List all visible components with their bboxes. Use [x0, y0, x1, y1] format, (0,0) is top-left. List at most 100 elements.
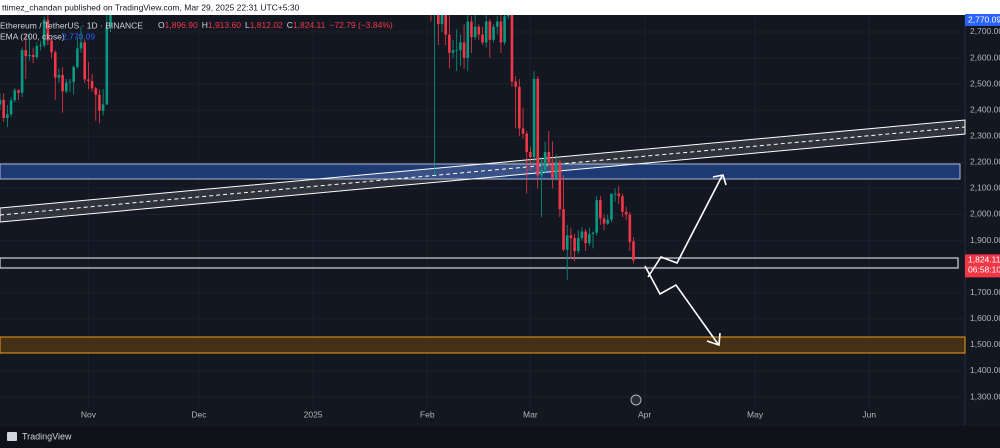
y-tick-label: 2,600.00 — [970, 52, 1000, 62]
change: −72.79 (−3.84%) — [329, 20, 392, 30]
y-tick-label: 1,300.00 — [970, 391, 1000, 401]
candle-body — [35, 46, 39, 57]
candle-body — [595, 200, 598, 233]
y-tick-label: 1,400.00 — [970, 365, 1000, 375]
candle-body — [569, 235, 573, 238]
candle-body — [554, 162, 558, 178]
x-tick-label: Feb — [420, 409, 435, 419]
candle-body — [624, 211, 628, 215]
candle-body — [17, 90, 20, 93]
x-tick-label: Jun — [862, 409, 876, 419]
x-tick-label: May — [747, 409, 764, 419]
candle-body — [536, 78, 540, 176]
candle-body — [481, 34, 484, 43]
candle-body — [2, 99, 5, 119]
candle-body — [573, 237, 576, 252]
candle-body — [565, 235, 569, 250]
candle-body — [6, 114, 9, 119]
brand-name: TradingView — [22, 431, 72, 441]
ohlc-key: L — [245, 20, 250, 30]
candle-body — [31, 54, 35, 57]
candle-body — [510, 15, 514, 82]
ema-price-label: 2,770.09 — [968, 14, 1000, 24]
candle-body — [64, 82, 68, 92]
y-tick-label: 2,700.00 — [970, 26, 1000, 36]
down-arrow — [644, 265, 719, 345]
candle-body — [68, 81, 72, 83]
candle-body — [20, 50, 24, 93]
candle-body — [532, 78, 536, 158]
candle-body — [606, 219, 610, 224]
candle-body — [473, 26, 477, 38]
y-tick-label: 2,400.00 — [970, 104, 1000, 114]
target-zone — [0, 336, 966, 354]
candle-body — [105, 26, 109, 105]
y-tick-label: 2,200.00 — [970, 157, 1000, 167]
candle-body — [72, 66, 75, 82]
candle-body — [621, 196, 624, 212]
candle-body — [525, 133, 528, 152]
candle-body — [484, 21, 488, 43]
up-arrowhead — [712, 174, 727, 186]
candle-body — [599, 200, 602, 219]
candle-body — [488, 21, 492, 40]
candle-body — [440, 15, 444, 25]
x-tick-label: Mar — [523, 409, 538, 419]
channel-midline — [0, 126, 966, 216]
candle-body — [109, 15, 112, 27]
candle-body — [547, 151, 551, 163]
candle-body — [588, 234, 591, 244]
y-tick-label: 2,000.00 — [970, 209, 1000, 219]
candle-body — [543, 151, 547, 171]
candle-body — [628, 214, 632, 242]
candle-body — [90, 80, 94, 89]
candle-body — [46, 19, 50, 41]
candle-body — [506, 15, 510, 17]
candle-body — [499, 21, 503, 43]
candle-body — [79, 42, 83, 49]
candle-body — [584, 231, 587, 244]
candle-body — [470, 21, 473, 38]
ohlc-value: 1,896.90 — [165, 20, 198, 30]
candle-body — [529, 151, 532, 158]
x-tick-label: Nov — [81, 409, 97, 419]
ohlc-value: 1,913.60 — [208, 20, 241, 30]
y-tick-label: 2,300.00 — [970, 131, 1000, 141]
candle-body — [42, 19, 46, 46]
candle-body — [94, 88, 98, 95]
candle-body — [13, 90, 17, 101]
x-tick-label: 2025 — [304, 409, 323, 419]
candle-body — [518, 86, 521, 129]
publisher: ttimez_chandan published on TradingView.… — [2, 2, 300, 12]
countdown: 06:58:10 — [968, 265, 1000, 275]
plot-bg — [0, 15, 1000, 426]
candle-body — [613, 193, 617, 195]
candle-body — [0, 99, 2, 105]
last-price-box — [965, 254, 1000, 278]
candle-body — [617, 193, 621, 197]
candle-body — [477, 26, 481, 35]
candle-body — [53, 52, 57, 78]
y-tick-label: 1,900.00 — [970, 235, 1000, 245]
candle-body — [495, 21, 499, 27]
symbol: Ethereum / TetherUS · 1D · BINANCE — [0, 20, 143, 30]
brand: TradingView — [7, 431, 72, 441]
y-tick-label: 1,600.00 — [970, 313, 1000, 323]
ohlc-key: H — [202, 20, 208, 30]
x-tick-label: Apr — [638, 409, 651, 419]
candle-body — [61, 74, 64, 92]
candle-body — [551, 162, 554, 178]
candle-body — [28, 54, 31, 57]
candle-body — [451, 50, 455, 53]
top-bar — [0, 0, 1000, 15]
footer-bar — [0, 426, 1000, 448]
candle-body — [514, 81, 517, 87]
ema-name: EMA (200, close) — [0, 31, 65, 41]
ohlc-value: 1,824.11 — [293, 20, 326, 30]
legend: Ethereum / TetherUS · 1D · BINANCE O1,89… — [0, 20, 393, 41]
ohlc-value: 1,812.02 — [250, 20, 283, 30]
candle-body — [83, 42, 87, 80]
candle-body — [448, 34, 451, 53]
candle-body — [632, 241, 635, 261]
